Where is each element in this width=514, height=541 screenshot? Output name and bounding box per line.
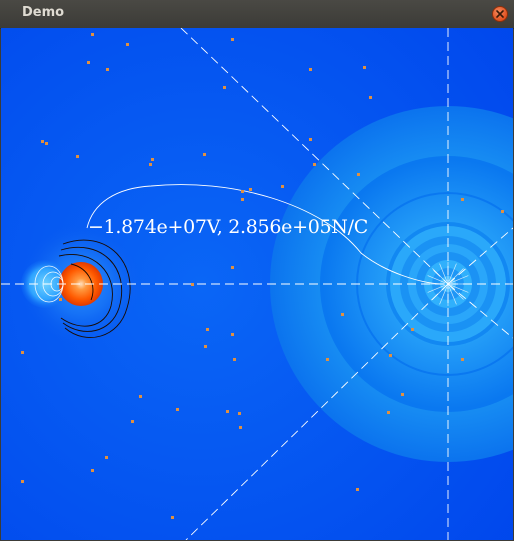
sphere-spoke [450, 284, 469, 293]
test-particle [91, 469, 94, 472]
test-particles [21, 33, 504, 519]
test-particle [223, 86, 226, 89]
large-charge-sphere[interactable] [270, 106, 513, 462]
test-particle [149, 163, 152, 166]
sphere-spoke [448, 263, 457, 282]
test-particle [387, 411, 390, 414]
test-particle [239, 426, 242, 429]
test-particle [139, 395, 142, 398]
test-particle [203, 153, 206, 156]
close-icon [496, 10, 504, 18]
test-particle [151, 158, 154, 161]
sphere-spoke [450, 275, 469, 284]
sphere-spoke [427, 275, 446, 284]
sphere-spoke [449, 285, 464, 300]
test-particle [59, 298, 62, 301]
test-particle [326, 358, 329, 361]
dipole-charges[interactable] [21, 224, 141, 344]
sphere-spoke [449, 268, 464, 283]
test-particle [106, 68, 109, 71]
test-particle [21, 480, 24, 483]
sphere-spoke [439, 286, 448, 305]
test-particle [249, 188, 252, 191]
title-bar[interactable]: Demo [0, 0, 514, 29]
test-particle [461, 358, 464, 361]
test-particle [87, 61, 90, 64]
sphere-spoke [439, 263, 448, 282]
test-particle [191, 283, 194, 286]
test-particle [105, 456, 108, 459]
close-button[interactable] [492, 6, 508, 22]
test-particle [369, 96, 372, 99]
test-particle [241, 198, 244, 201]
test-particle [238, 412, 241, 415]
field-view[interactable]: −1.874e+07V, 2.856e+05N/C [1, 28, 513, 540]
test-particle [204, 345, 207, 348]
test-particle [131, 420, 134, 423]
test-particle [461, 198, 464, 201]
guide-lines [1, 28, 513, 540]
test-particle [389, 354, 392, 357]
test-particle [76, 155, 79, 158]
sphere-spoke [427, 284, 446, 293]
field-canvas[interactable] [1, 28, 513, 540]
test-particle [41, 140, 44, 143]
test-particle [233, 358, 236, 361]
test-particle [91, 33, 94, 36]
test-particle [363, 66, 366, 69]
test-particle [171, 516, 174, 519]
test-particle [21, 351, 24, 354]
field-line [86, 184, 442, 285]
test-particle [176, 408, 179, 411]
test-particle [501, 210, 504, 213]
test-particle [411, 328, 414, 331]
test-particle [45, 142, 48, 145]
test-particle [357, 173, 360, 176]
test-particle [231, 266, 234, 269]
sphere-spoke [448, 286, 457, 305]
test-particle [206, 328, 209, 331]
test-particle [231, 333, 234, 336]
test-particle [309, 68, 312, 71]
window-title: Demo [22, 5, 65, 20]
test-particle [281, 185, 284, 188]
test-particle [226, 410, 229, 413]
test-particle [356, 488, 359, 491]
test-particle [231, 38, 234, 41]
test-particle [309, 138, 312, 141]
test-particle [126, 43, 129, 46]
test-particle [313, 163, 316, 166]
test-particle [241, 190, 244, 193]
test-particle [341, 313, 344, 316]
test-particle [401, 393, 404, 396]
